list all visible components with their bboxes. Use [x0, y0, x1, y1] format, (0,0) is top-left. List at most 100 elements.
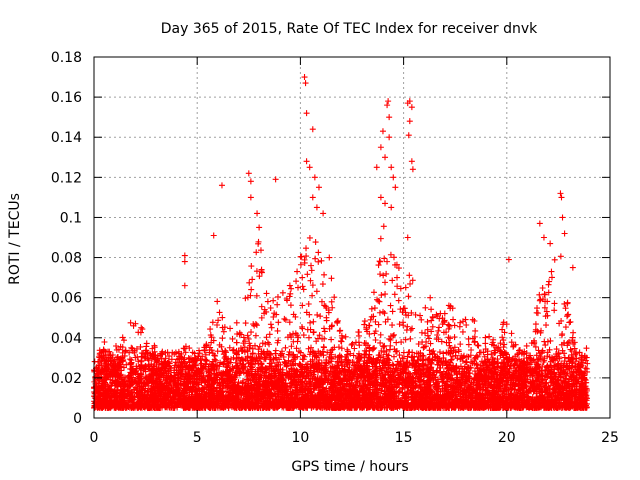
data-point — [397, 358, 404, 365]
data-point — [305, 375, 312, 382]
data-point — [112, 360, 119, 367]
data-point — [394, 361, 401, 368]
data-point — [95, 358, 102, 365]
data-point — [584, 360, 591, 367]
data-point — [401, 390, 408, 397]
data-point — [440, 378, 447, 385]
data-point — [533, 352, 540, 359]
data-point — [222, 382, 229, 389]
data-point — [558, 369, 565, 376]
data-point — [545, 383, 552, 390]
data-point — [449, 375, 456, 382]
data-point — [436, 382, 443, 389]
data-point — [258, 374, 265, 381]
data-point — [280, 376, 287, 383]
data-point — [376, 351, 383, 358]
data-point — [245, 380, 252, 387]
data-point — [233, 364, 240, 371]
data-point — [166, 353, 173, 360]
data-point — [530, 356, 537, 363]
data-point — [297, 378, 304, 385]
data-point — [396, 361, 403, 368]
data-point — [122, 348, 129, 355]
data-point — [402, 393, 409, 400]
data-point — [449, 353, 456, 360]
data-point — [464, 365, 471, 372]
data-point — [583, 345, 590, 352]
data-point — [385, 356, 392, 363]
data-point — [311, 360, 318, 367]
data-point — [374, 389, 381, 396]
data-point — [547, 362, 554, 369]
data-point — [230, 365, 237, 372]
data-point — [538, 377, 545, 384]
data-point — [113, 346, 120, 353]
data-point — [337, 368, 344, 375]
data-point — [255, 346, 262, 353]
data-point — [301, 353, 308, 360]
data-point — [244, 353, 251, 360]
data-point — [415, 364, 422, 371]
data-point — [107, 351, 114, 358]
chart-title: Day 365 of 2015, Rate Of TEC Index for r… — [161, 21, 538, 37]
data-point — [416, 374, 423, 381]
data-point — [196, 350, 203, 357]
data-point — [500, 394, 507, 401]
data-point — [159, 348, 166, 355]
data-point — [200, 372, 207, 379]
data-point — [267, 352, 274, 359]
data-point — [458, 370, 465, 377]
data-point — [396, 387, 403, 394]
data-point — [200, 374, 207, 381]
data-point — [426, 357, 433, 364]
data-point — [350, 352, 357, 359]
data-point — [373, 386, 380, 393]
data-point — [142, 368, 149, 375]
data-point — [146, 378, 153, 385]
data-point — [140, 383, 147, 390]
data-point — [438, 358, 445, 365]
data-point — [248, 382, 255, 389]
data-point — [439, 379, 446, 386]
data-point — [462, 358, 469, 365]
data-points — [91, 74, 591, 411]
data-point — [431, 372, 438, 379]
data-point — [126, 349, 133, 356]
data-point — [417, 371, 424, 378]
data-point — [404, 353, 411, 360]
data-point — [433, 368, 440, 375]
data-point — [304, 360, 311, 367]
data-point — [351, 345, 358, 352]
data-point — [448, 356, 455, 363]
data-point — [390, 362, 397, 369]
data-point — [380, 399, 387, 406]
data-point — [287, 384, 294, 391]
data-point — [579, 376, 586, 383]
data-point — [229, 347, 236, 354]
data-point — [113, 343, 120, 350]
data-point — [244, 367, 251, 374]
data-point — [563, 372, 570, 379]
data-point — [145, 361, 152, 368]
data-point — [309, 356, 316, 363]
data-point — [203, 357, 210, 364]
data-point — [544, 371, 551, 378]
data-point — [396, 376, 403, 383]
data-point — [346, 364, 353, 371]
data-point — [515, 387, 522, 394]
data-point — [338, 345, 345, 352]
data-point — [541, 357, 548, 364]
data-point — [217, 359, 224, 366]
data-point — [553, 396, 560, 403]
data-point — [303, 381, 310, 388]
data-point — [533, 377, 540, 384]
data-point — [171, 362, 178, 369]
data-point — [223, 363, 230, 370]
data-point — [514, 351, 521, 358]
data-point — [516, 377, 523, 384]
data-point — [168, 356, 175, 363]
data-point — [270, 356, 277, 363]
data-point — [196, 347, 203, 354]
grid — [94, 57, 610, 418]
